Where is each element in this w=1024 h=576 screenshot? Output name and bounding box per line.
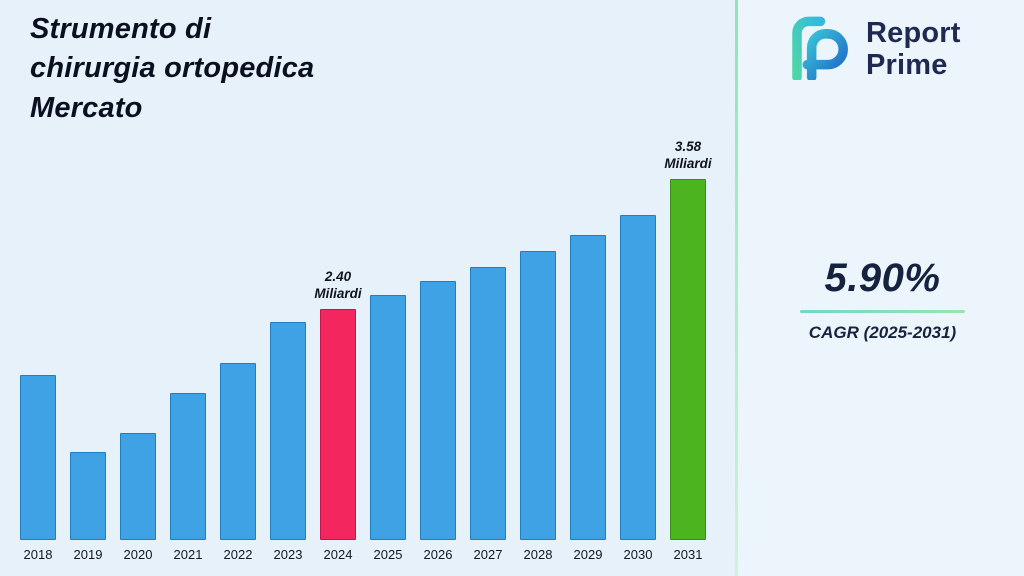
bar-2022	[220, 363, 256, 540]
bar-column-2027: 2027	[470, 267, 506, 562]
axis-label-2024: 2024	[323, 547, 353, 562]
axis-label-2025: 2025	[373, 547, 403, 562]
axis-label-2026: 2026	[423, 547, 453, 562]
bar-2028	[520, 251, 556, 540]
axis-label-2029: 2029	[573, 547, 603, 562]
logo-wordmark: Report Prime	[866, 17, 961, 81]
page-title: Strumento di chirurgia ortopedica Mercat…	[30, 10, 314, 128]
bar-column-2031: 3.58 Miliardi 2031	[664, 138, 711, 562]
axis-label-2027: 2027	[473, 547, 503, 562]
bar-column-2018: 2018	[20, 375, 56, 562]
bar-column-2026: 2026	[420, 281, 456, 562]
bar-2024	[320, 309, 356, 540]
bar-column-2030: 2030	[620, 215, 656, 562]
right-panel	[738, 0, 1024, 576]
bar-2027	[470, 267, 506, 540]
bar-column-2028: 2028	[520, 251, 556, 562]
bar-annotation-2031: 3.58 Miliardi	[664, 138, 712, 172]
bar-2030	[620, 215, 656, 540]
bar-column-2023: 2023	[270, 322, 306, 562]
axis-label-2022: 2022	[223, 547, 253, 562]
bar-2029	[570, 235, 606, 540]
cagr-block: 5.90% CAGR (2025-2031)	[800, 256, 965, 343]
axis-label-2018: 2018	[23, 547, 53, 562]
axis-label-2030: 2030	[623, 547, 653, 562]
axis-label-2023: 2023	[273, 547, 303, 562]
logo-word-prime: Prime	[866, 48, 948, 81]
cagr-underline	[800, 310, 965, 313]
axis-label-2019: 2019	[73, 547, 103, 562]
bar-annotation-2024: 2.40 Miliardi	[314, 268, 362, 302]
axis-label-2020: 2020	[123, 547, 153, 562]
cagr-label: CAGR (2025-2031)	[808, 323, 957, 342]
cagr-value: 5.90%	[824, 256, 941, 300]
bar-column-2021: 2021	[170, 393, 206, 562]
bar-2020	[120, 433, 156, 540]
bar-chart: 2018 2019 2020 2021 2022 2023 2.40 Miliardi 2024…	[8, 138, 712, 562]
title-line-2: chirurgia ortopedica	[30, 52, 315, 85]
bar-column-2029: 2029	[570, 235, 606, 562]
report-prime-logo-icon	[782, 14, 856, 85]
bar-column-2022: 2022	[220, 363, 256, 562]
bar-column-2019: 2019	[70, 452, 106, 562]
bar-column-2020: 2020	[120, 433, 156, 562]
axis-label-2021: 2021	[173, 547, 203, 562]
bar-2019	[70, 452, 106, 540]
title-line-3: Mercato	[30, 91, 143, 124]
vertical-divider	[735, 0, 738, 576]
bar-column-2025: 2025	[370, 295, 406, 562]
bar-column-2024: 2.40 Miliardi 2024	[314, 268, 361, 562]
axis-label-2028: 2028	[523, 547, 553, 562]
bar-2026	[420, 281, 456, 540]
bar-2021	[170, 393, 206, 540]
logo-word-report: Report	[866, 17, 961, 50]
bar-2023	[270, 322, 306, 540]
bar-2025	[370, 295, 406, 540]
title-line-1: Strumento di	[30, 13, 212, 45]
bar-2031	[670, 179, 706, 540]
bar-2018	[20, 375, 56, 540]
report-prime-logo: Report Prime	[782, 14, 961, 85]
axis-label-2031: 2031	[673, 547, 703, 562]
